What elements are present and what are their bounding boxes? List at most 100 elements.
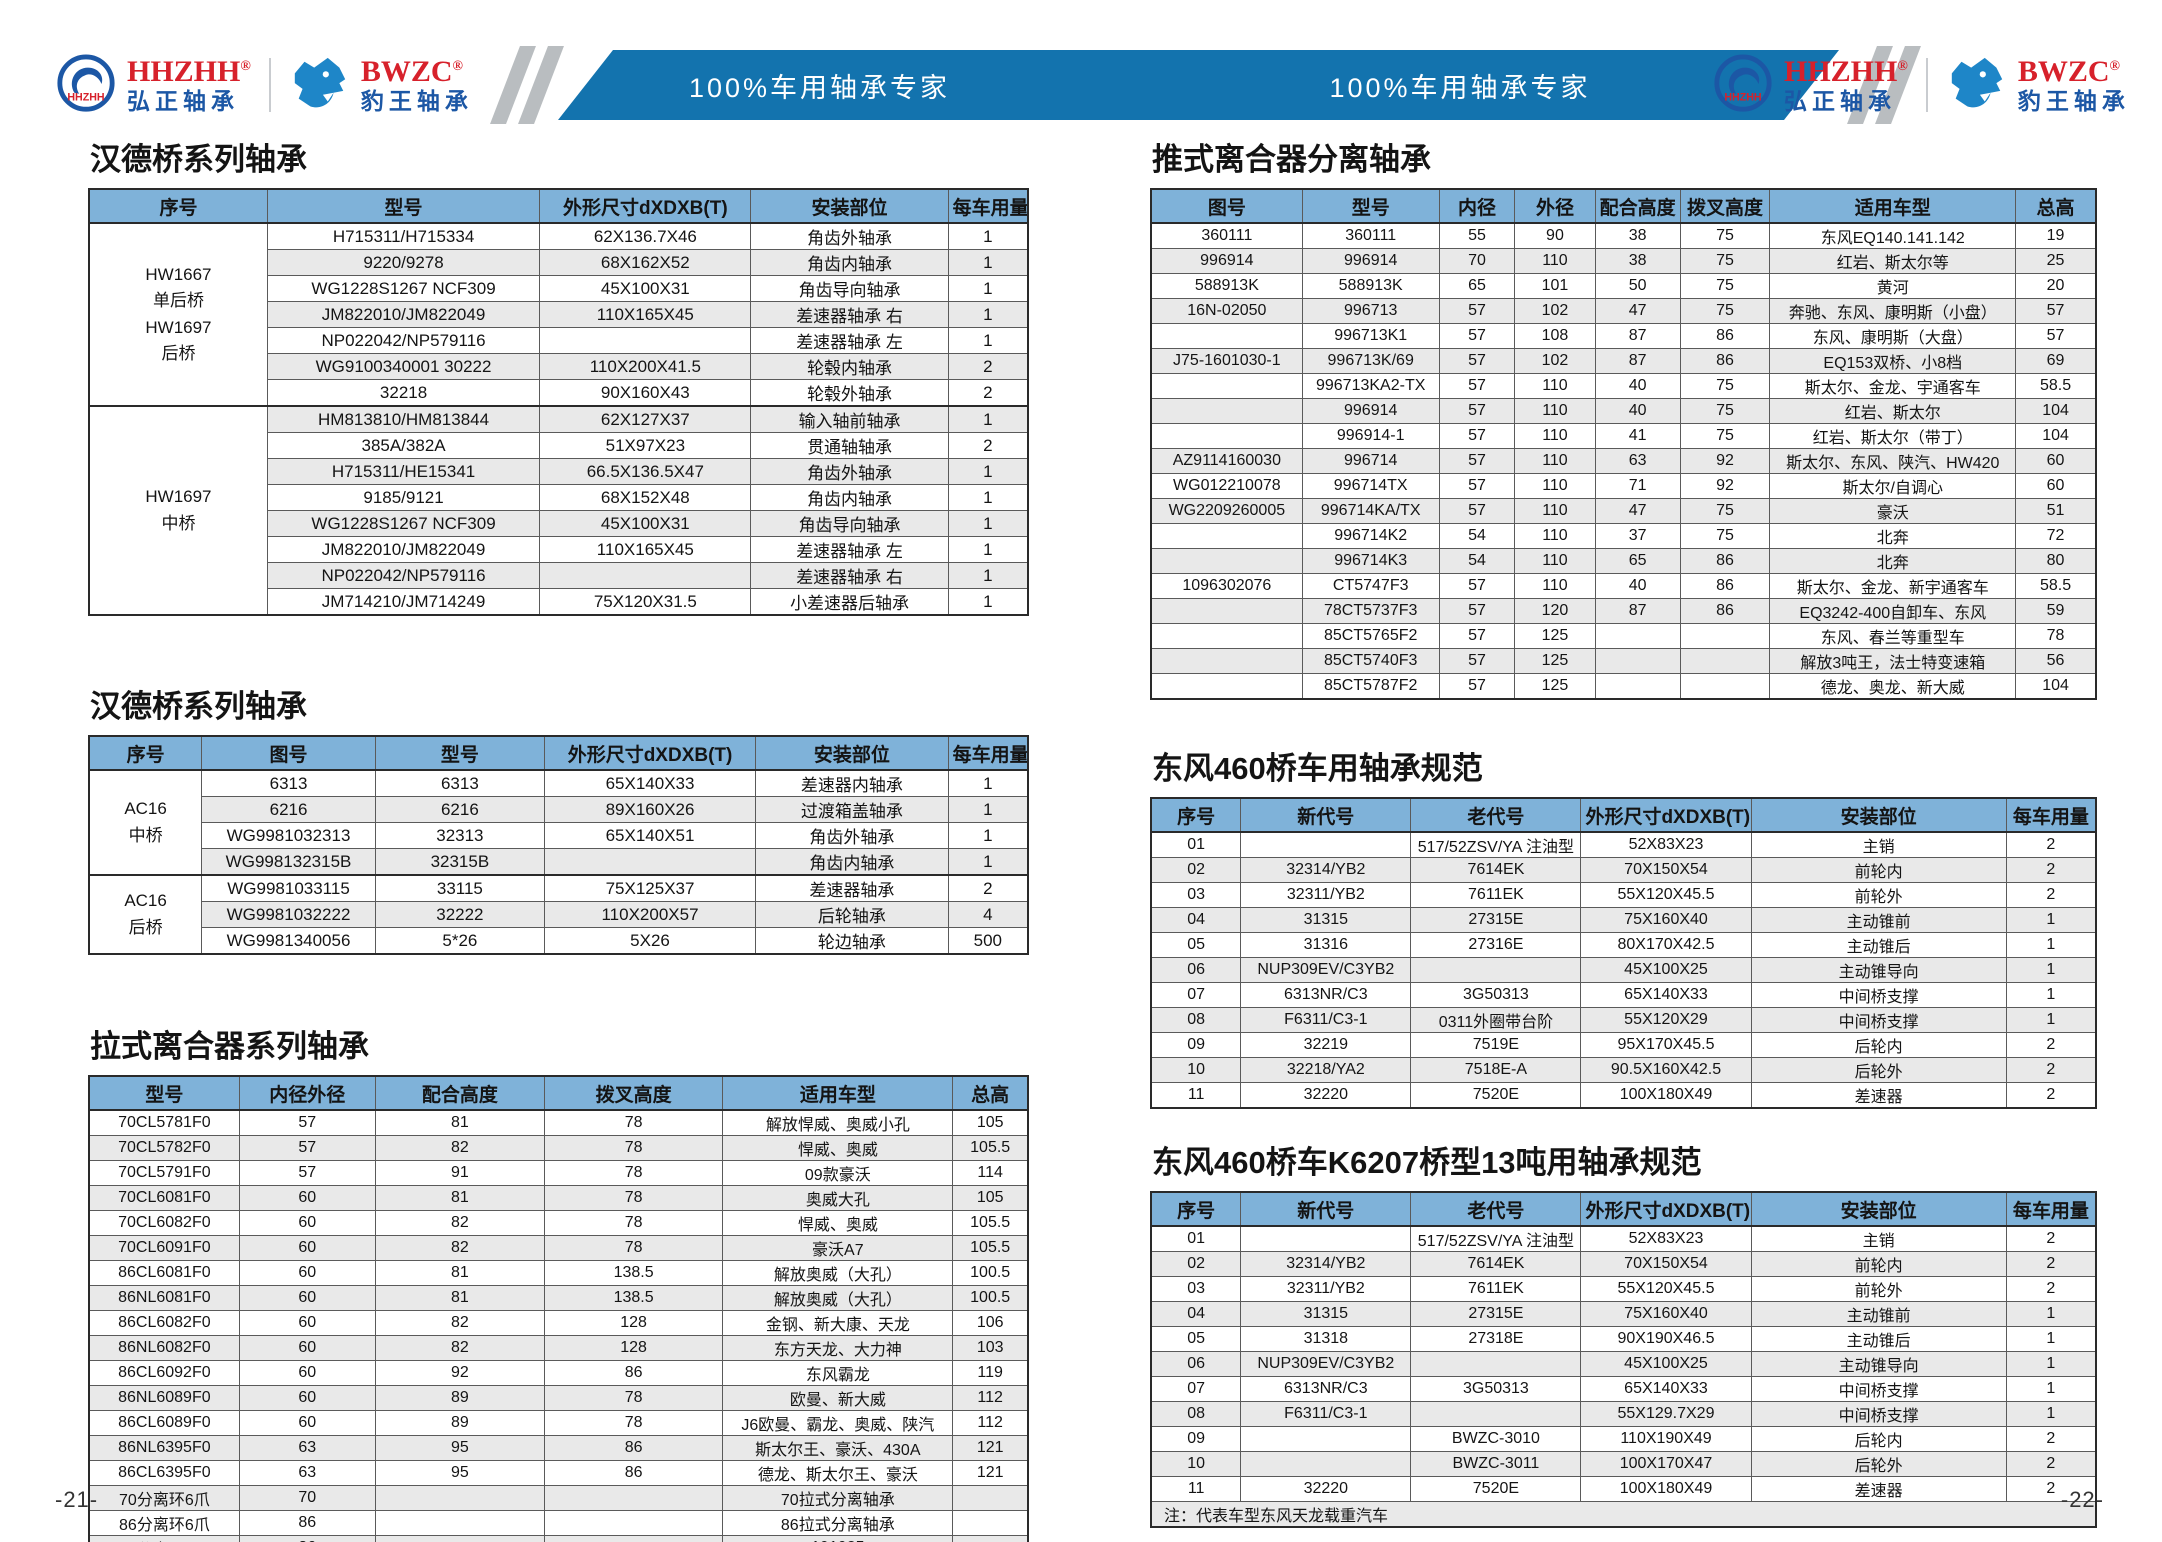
table-cell: 57 <box>1438 648 1516 674</box>
table-cell: 1 <box>947 796 1029 823</box>
table-cell: 121 <box>952 1460 1029 1486</box>
table-cell: 2 <box>947 353 1029 380</box>
table-cell: 5*26 <box>374 927 545 955</box>
column-header: 外形尺寸dXDXB(T) <box>1580 1191 1752 1227</box>
table-cell: 110 <box>1514 398 1596 424</box>
table-cell: 86 <box>1679 598 1771 624</box>
table-cell: 104 <box>2015 398 2097 424</box>
table-cell: 86NL6395F0 <box>88 1435 240 1461</box>
table-cell: 2 <box>2005 1276 2097 1302</box>
table-cell: 10 <box>1150 1451 1242 1477</box>
table-cell: 128 <box>543 1310 724 1336</box>
registered-mark: ® <box>452 59 463 74</box>
table-cell: EQ153双桥、小8档 <box>1769 348 2017 374</box>
table-cell: 斯太尔、金龙、宇通客车 <box>1769 373 2017 399</box>
table-cell: 47 <box>1594 298 1681 324</box>
table-cell <box>1150 548 1303 574</box>
column-header: 每车用量 <box>2005 797 2097 833</box>
table-cell: 92 <box>374 1360 545 1386</box>
table-cell: 55X120X29 <box>1580 1007 1752 1033</box>
table-cell: 1 <box>947 458 1029 485</box>
table-cell: 57 <box>1438 673 1516 700</box>
table-cell: 7520E <box>1410 1476 1582 1502</box>
table-cell: 06 <box>1150 1351 1242 1377</box>
table-cell: 1 <box>947 327 1029 354</box>
table-cell: F6311/C3-1 <box>1240 1007 1412 1033</box>
table-cell: 差速器轴承 右 <box>750 562 949 589</box>
table-cell: 103 <box>952 1335 1029 1361</box>
page-header: HHZHH HHZHH® 弘正轴承 BWZC® 豹王轴承 <box>0 46 2162 124</box>
table-cell: 128 <box>543 1335 724 1361</box>
table-cell: 19 <box>2015 222 2097 249</box>
bearing-table: 序号 新代号 老代号 外形尺寸dXDXB(T) 安装部位 每车用量 01 517/52ZSV/… <box>1150 797 2097 1109</box>
table-cell: 63 <box>238 1435 376 1461</box>
table-cell: 1 <box>2005 957 2097 983</box>
table-cell: 东风、春兰等重型车 <box>1769 623 2017 649</box>
column-header: 序号 <box>1150 797 1242 833</box>
table-cell: 105 <box>952 1109 1029 1136</box>
table-cell: 65X140X33 <box>1580 982 1752 1008</box>
table-cell: 57 <box>238 1109 376 1136</box>
table-cell: 2 <box>2005 1032 2097 1058</box>
table-cell: 102 <box>1514 348 1596 374</box>
table-cell: 110X200X41.5 <box>539 353 752 380</box>
bearing-table: 型号 内径外径 配合高度 拨叉高度 适用车型 总高 70CL5781F0 57 81 78 解放悍威… <box>88 1075 1029 1542</box>
table-cell: 主销 <box>1750 831 2007 858</box>
table-cell: 51 <box>2015 498 2097 524</box>
table-cell: 05 <box>1150 932 1242 958</box>
table-cell: 1 <box>947 510 1029 537</box>
table-cell: WG9981340056 <box>201 927 376 955</box>
table-cell: 红岩、斯太尔（带丁） <box>1769 423 2017 449</box>
table-cell: 57 <box>1438 348 1516 374</box>
hhzhh-globe-icon: HHZHH <box>1714 54 1772 112</box>
table-cell: 09 <box>1150 1032 1242 1058</box>
table-cell: 32311/YB2 <box>1240 882 1412 908</box>
table-cell: 80X170X42.5 <box>1580 932 1752 958</box>
table-cell: 75X160X40 <box>1580 1301 1752 1327</box>
table-cell: 角齿内轴承 <box>750 249 949 276</box>
table-cell: 45X100X31 <box>539 510 752 537</box>
table-cell: 32222 <box>374 901 545 928</box>
table-cell: 95 <box>374 1435 545 1461</box>
hhzhh-logo: HHZHH HHZHH® 弘正轴承 <box>55 54 251 116</box>
table-cell: 55 <box>1438 222 1516 249</box>
table-cell: 32314/YB2 <box>1240 1251 1412 1277</box>
table-cell: 86 <box>1679 348 1771 374</box>
bwzc-logo: BWZC® 豹王轴承 <box>289 54 473 116</box>
table-cell: WG9981033115 <box>201 874 376 902</box>
table-cell <box>952 1485 1029 1511</box>
table-cell: 02 <box>1150 1251 1242 1277</box>
table-cell: 轮毂内轴承 <box>750 353 949 380</box>
table-cell: 110 <box>1514 423 1596 449</box>
table-cell: 1 <box>947 222 1029 250</box>
table-cell: 125 <box>1514 673 1596 700</box>
table-cell: 78 <box>543 1109 724 1136</box>
table-cell: 1 <box>947 405 1029 433</box>
table-cell: 138.5 <box>543 1260 724 1286</box>
table-cell: 75 <box>1679 498 1771 524</box>
table-cell: 82 <box>374 1310 545 1336</box>
table-cell: 解放奥威（大孔） <box>722 1285 954 1311</box>
table-cell: 60 <box>238 1210 376 1236</box>
bwzc-logo: BWZC® 豹王轴承 <box>1946 54 2130 116</box>
table-cell: 86CL6089F0 <box>88 1410 240 1436</box>
table-cell: 角齿外轴承 <box>750 222 949 250</box>
section-title-pull-clutch: 拉式离合器系列轴承 <box>90 1029 369 1064</box>
table-cell: 55X120X45.5 <box>1580 882 1752 908</box>
table-cell: 89 <box>374 1385 545 1411</box>
table-cell: 斯太尔王、豪沃、430A <box>722 1435 954 1461</box>
table-cell: 996914 <box>1150 248 1303 274</box>
column-header: 总高 <box>2015 188 2097 224</box>
table-cell: 1 <box>947 536 1029 563</box>
table-cell: 87 <box>1594 348 1681 374</box>
section-title-df460: 东风460桥车用轴承规范 <box>1152 751 1483 786</box>
table-cell: 红岩、斯太尔 <box>1769 398 2017 424</box>
column-header: 型号 <box>374 735 545 771</box>
table-cell: 108 <box>1514 323 1596 349</box>
table-cell: 105.5 <box>952 1135 1029 1161</box>
table-cell: EQ3242-400自卸车、东风 <box>1769 598 2017 624</box>
table-cell: 差速器内轴承 <box>755 769 949 797</box>
table-cell: 27318E <box>1410 1326 1582 1352</box>
column-header: 适用车型 <box>722 1075 954 1111</box>
table-cell: 86 <box>1679 548 1771 574</box>
